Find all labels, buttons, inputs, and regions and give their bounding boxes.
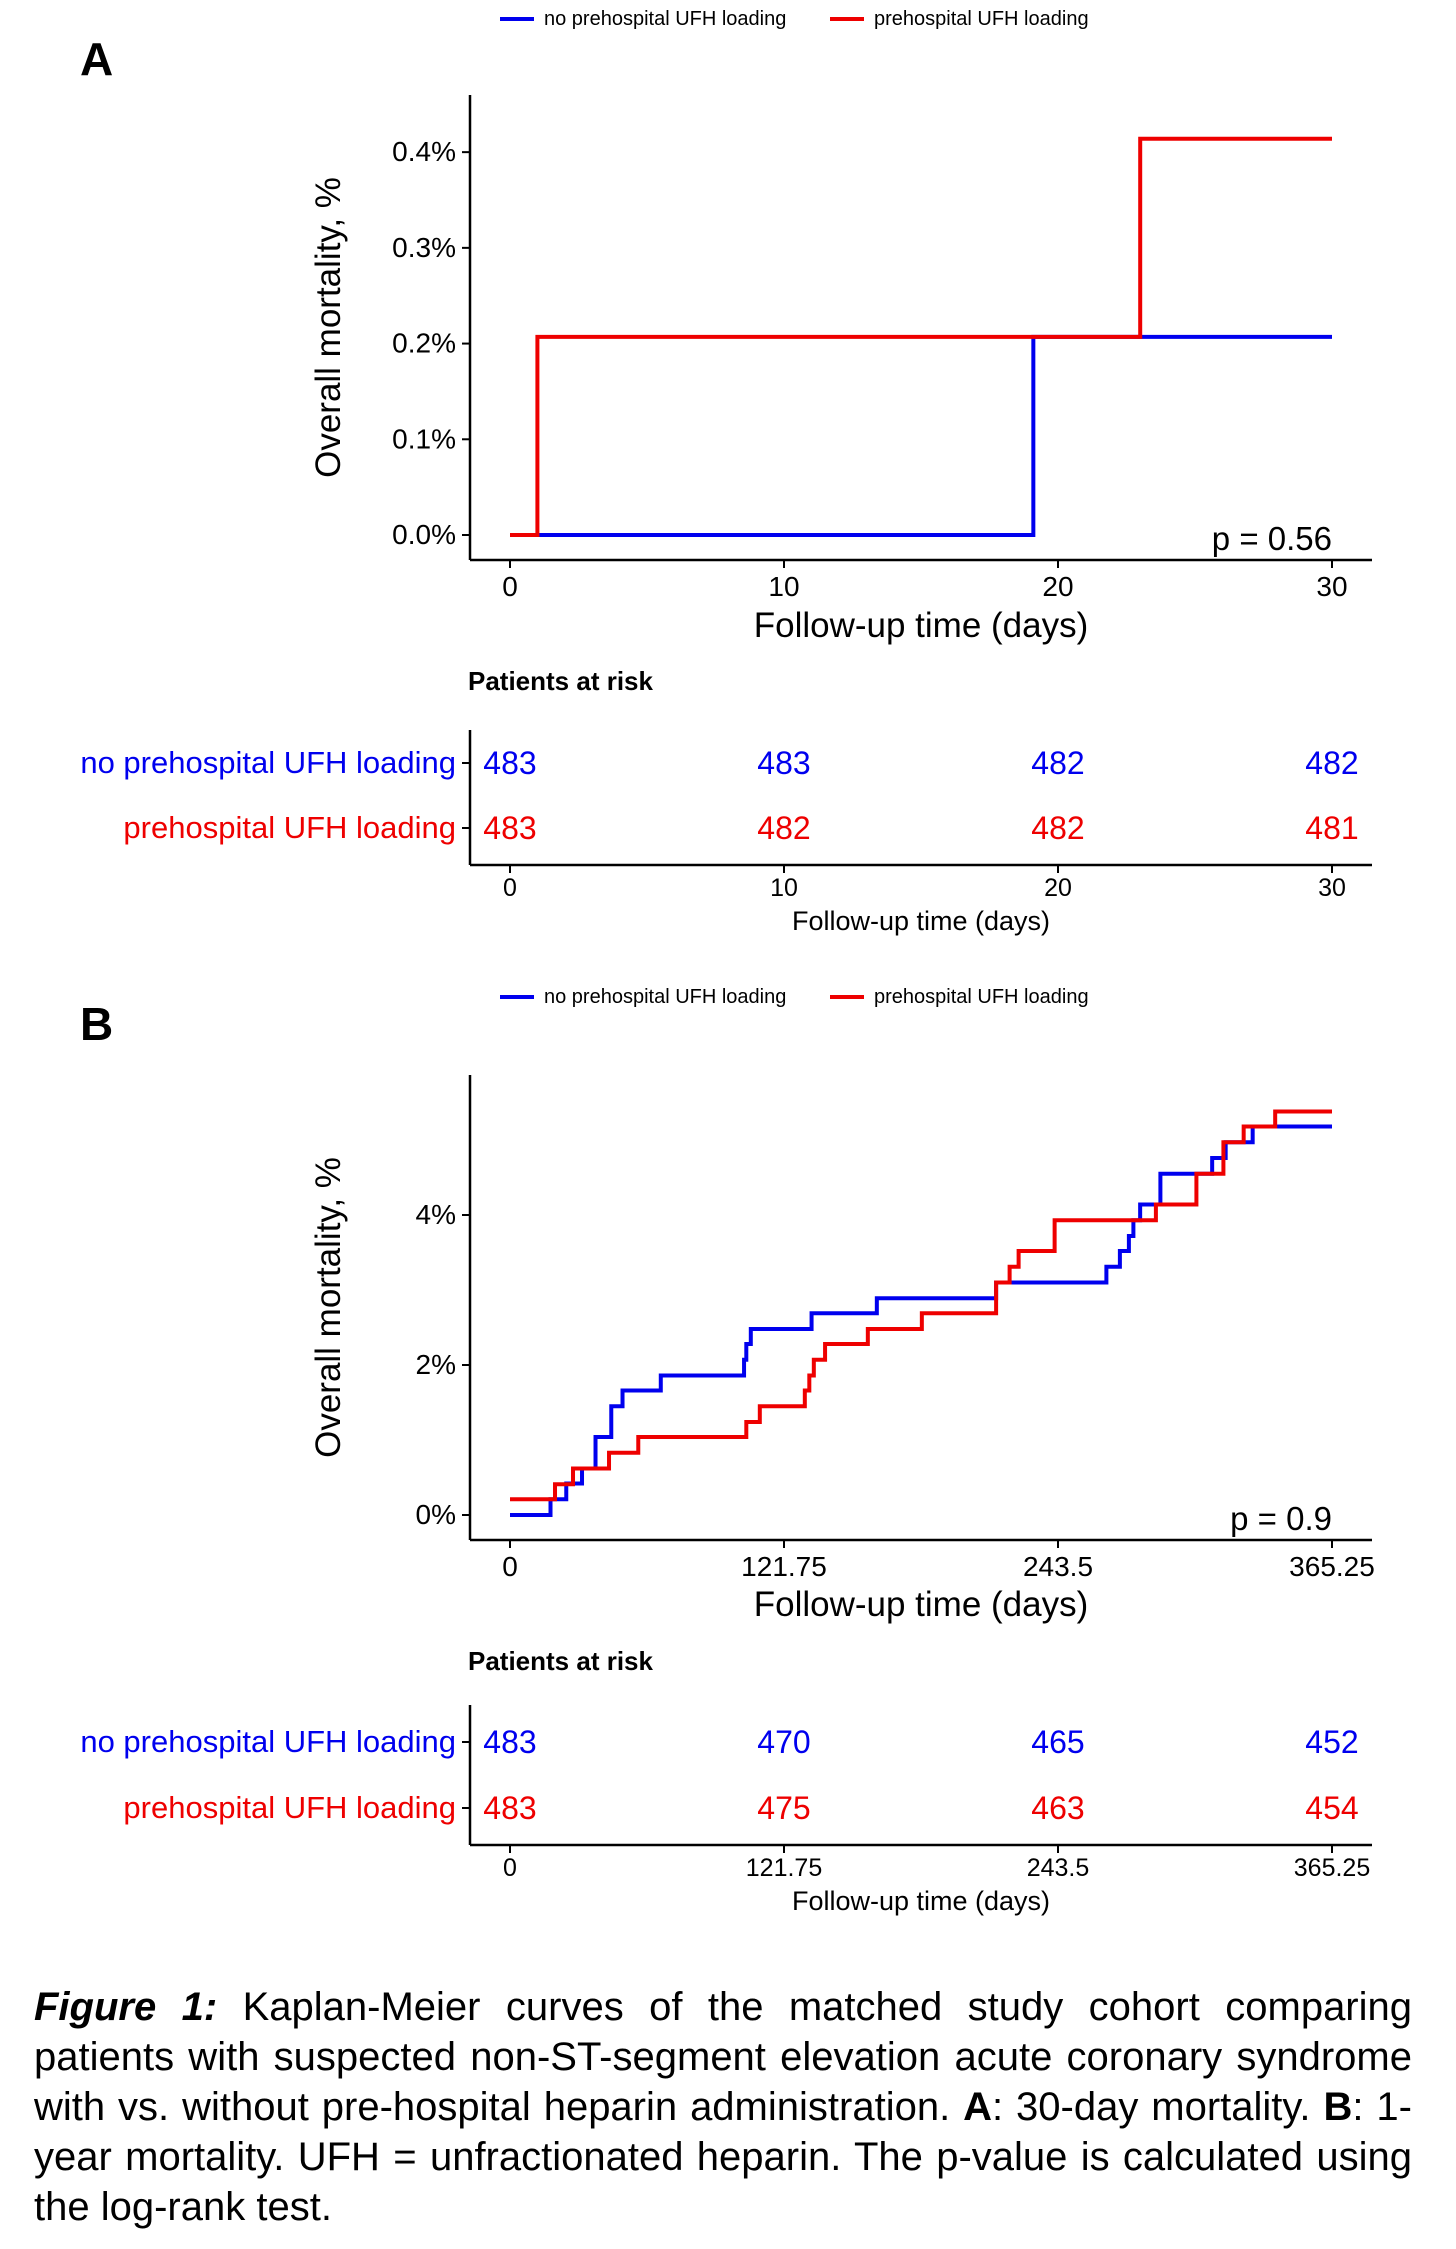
panel-b-risk-x-axis-label: Follow-up time (days)	[792, 1886, 1050, 1916]
panel-b-risk-value: 463	[1031, 1790, 1084, 1826]
panel-a-x-tick-label: 30	[1316, 571, 1347, 602]
panel-a-x-tick-label: 20	[1042, 571, 1073, 602]
caption-label: Figure 1:	[34, 1985, 218, 2029]
panel-a-legend-label-0: no prehospital UFH loading	[544, 8, 786, 30]
panel-a-risk-value: 482	[1305, 745, 1358, 781]
panel-b-y-tick-label: 0%	[416, 1499, 456, 1530]
panel-b-risk-value: 483	[483, 1724, 536, 1760]
panel-a-risk-row-label: no prehospital UFH loading	[80, 745, 456, 780]
panel-a-risk-value: 481	[1305, 810, 1358, 846]
panel-a-label: A	[80, 33, 113, 85]
panel-a-y-tick-label: 0.2%	[392, 328, 456, 359]
caption-text-3: : 1-year mortality. UFH = unfractionated…	[34, 2085, 1412, 2229]
panel-a-x-tick-label: 10	[768, 571, 799, 602]
panel-b-risk-x-tick-label: 365.25	[1294, 1854, 1370, 1882]
panel-b-x-tick-label: 0	[502, 1551, 518, 1582]
panel-a-risk-value: 483	[483, 745, 536, 781]
panel-b-y-axis-label: Overall mortality, %	[309, 1157, 348, 1458]
panel-a-risk-value: 483	[757, 745, 810, 781]
panel-b-risk-value: 465	[1031, 1724, 1084, 1760]
figure-caption: Figure 1: Kaplan-Meier curves of the mat…	[34, 1982, 1412, 2232]
panel-a-risk-value: 483	[483, 810, 536, 846]
caption-b-label: B	[1323, 2085, 1353, 2129]
panel-b-y-tick-label: 4%	[416, 1199, 456, 1230]
panel-b-risk-value: 483	[483, 1790, 536, 1826]
panel-b-x-axis-label: Follow-up time (days)	[754, 1585, 1089, 1624]
panel-b-risk-x-tick-label: 121.75	[746, 1854, 822, 1882]
panel-a-y-tick-label: 0.4%	[392, 136, 456, 167]
panel-b-x-tick-label: 243.5	[1023, 1551, 1093, 1582]
panel-a-risk-value: 482	[1031, 810, 1084, 846]
panel-a-risk-value: 482	[757, 810, 810, 846]
panel-a-y-axis-label: Overall mortality, %	[309, 177, 348, 478]
kaplan-meier-figure: Ano prehospital UFH loading prehospital U…	[80, 8, 1375, 1916]
panel-b-risk-row-label: prehospital UFH loading	[123, 1790, 456, 1825]
panel-a-y-tick-label: 0.1%	[392, 423, 456, 454]
caption-text-1: Kaplan-Meier curves of the matched study…	[34, 1985, 1413, 2129]
panel-b-y-tick-label: 2%	[416, 1349, 456, 1380]
panel-a-risk-row-label: prehospital UFH loading	[123, 810, 456, 845]
panel-b-risk-value: 454	[1305, 1790, 1358, 1826]
panel-a-series-0	[510, 334, 1332, 537]
panel-b-legend-label-0: no prehospital UFH loading	[544, 986, 786, 1008]
panel-b-series-0	[510, 1124, 1332, 1517]
panel-a-risk-value: 482	[1031, 745, 1084, 781]
panel-b-x-tick-label: 121.75	[741, 1551, 827, 1582]
panel-b-series-1	[510, 1109, 1332, 1502]
panel-a-p-value: p = 0.56	[1212, 520, 1332, 557]
panel-b-risk-x-tick-label: 0	[503, 1854, 517, 1882]
panel-a-y-tick-label: 0.3%	[392, 232, 456, 263]
panel-b-legend-label-1: prehospital UFH loading	[874, 986, 1089, 1008]
panel-a-y-tick-label: 0.0%	[392, 519, 456, 550]
panel-b-risk-title: Patients at risk	[468, 1646, 654, 1676]
panel-b-risk-x-tick-label: 243.5	[1027, 1854, 1090, 1882]
panel-a-x-tick-label: 0	[502, 571, 518, 602]
panel-a-legend-label-1: prehospital UFH loading	[874, 8, 1089, 30]
panel-a-risk-x-tick-label: 10	[770, 874, 798, 902]
panel-a-risk-x-axis-label: Follow-up time (days)	[792, 906, 1050, 936]
caption-a-label: A	[963, 2085, 992, 2129]
panel-a-series-1	[510, 136, 1332, 537]
panel-a-x-axis-label: Follow-up time (days)	[754, 606, 1089, 645]
panel-a-risk-x-tick-label: 30	[1318, 874, 1346, 902]
panel-b-risk-value: 452	[1305, 1724, 1358, 1760]
panel-a-risk-x-tick-label: 0	[503, 874, 517, 902]
panel-b-risk-value: 475	[757, 1790, 810, 1826]
panel-a-risk-x-tick-label: 20	[1044, 874, 1072, 902]
caption-text-2: : 30-day mortality.	[992, 2085, 1324, 2129]
panel-a-risk-title: Patients at risk	[468, 666, 654, 696]
panel-b-risk-value: 470	[757, 1724, 810, 1760]
panel-b-p-value: p = 0.9	[1230, 1500, 1332, 1537]
panel-b-x-tick-label: 365.25	[1289, 1551, 1375, 1582]
panel-b-label: B	[80, 998, 113, 1050]
panel-b-risk-row-label: no prehospital UFH loading	[80, 1724, 456, 1759]
